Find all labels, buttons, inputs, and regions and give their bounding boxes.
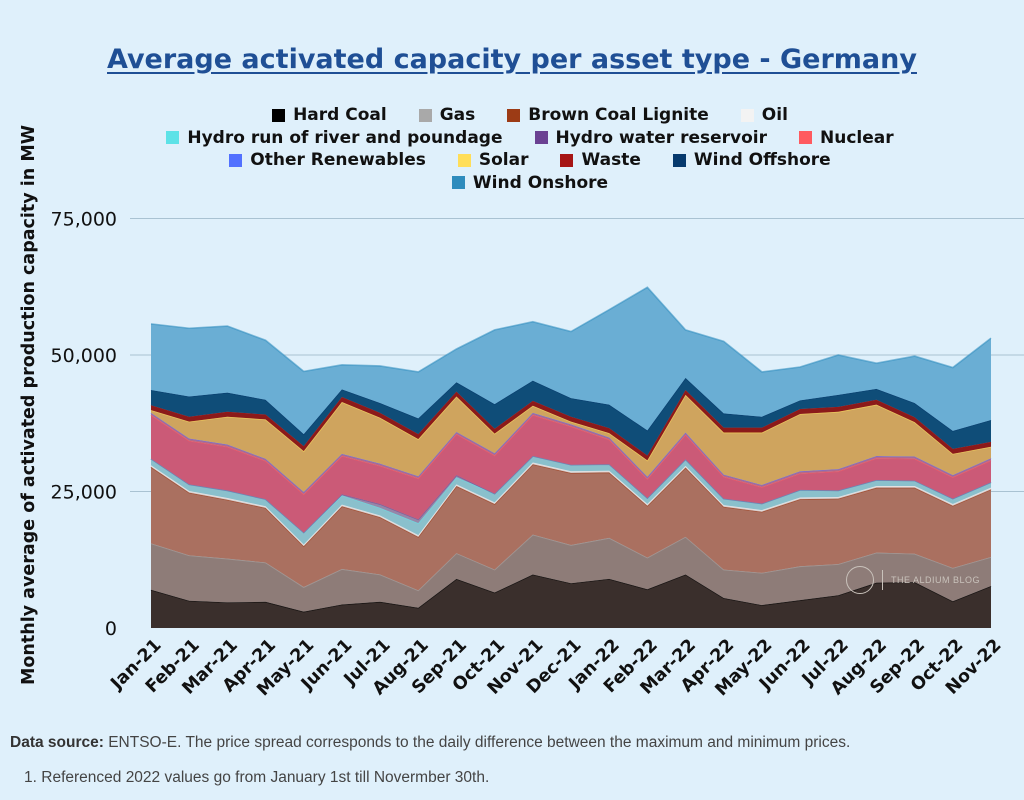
legend-swatch	[457, 153, 471, 167]
legend: Hard Coal Gas Brown Coal Lignite Oil Hydro r…	[120, 104, 940, 194]
legend-item-brown-coal-lignite: Brown Coal Lignite	[507, 105, 709, 125]
y-axis-label: Monthly average of activated production …	[19, 125, 39, 685]
area-wind-onshore	[151, 287, 991, 435]
legend-row: Hard Coal Gas Brown Coal Lignite Oil	[120, 104, 940, 127]
legend-label: Brown Coal Lignite	[528, 105, 709, 126]
legend-item-wind-offshore: Wind Offshore	[672, 150, 831, 171]
legend-item-hydro-run-of-river-and-poundage: Hydro run of river and poundage	[166, 127, 503, 148]
legend-swatch	[799, 131, 813, 145]
legend-item-waste: Waste	[560, 150, 641, 171]
legend-label: Hydro water reservoir	[555, 127, 768, 148]
y-axis-ticks: 0 25,000 50,000 75,000	[51, 209, 117, 641]
legend-label: Wind Offshore	[693, 150, 831, 171]
y-tick-label: 25,000	[51, 482, 117, 504]
legend-row: Other Renewables Solar Waste Wind Offshore	[120, 149, 940, 172]
legend-label: Other Renewables	[250, 150, 426, 171]
legend-row: Wind Onshore	[120, 172, 940, 195]
legend-item-gas: Gas	[418, 105, 476, 126]
area-solar	[151, 394, 991, 493]
data-source-text: ENTSO-E. The price spread corresponds to…	[103, 734, 851, 751]
y-tick-label: 0	[105, 618, 117, 640]
legend-label: Hard Coal	[293, 105, 387, 126]
area-gas	[151, 534, 991, 612]
area-nuclear	[151, 415, 991, 533]
area-waste	[151, 389, 991, 461]
legend-label: Nuclear	[820, 127, 894, 148]
legend-item-wind-onshore: Wind Onshore	[451, 172, 609, 193]
legend-item-oil: Oil	[740, 105, 788, 126]
footnote-number: 1.	[24, 769, 37, 786]
legend-swatch	[534, 131, 548, 145]
area-wind-offshore	[151, 377, 991, 456]
data-source-note: Data source: ENTSO-E. The price spread c…	[10, 734, 850, 752]
legend-swatch	[740, 108, 754, 122]
data-source-label: Data source:	[10, 734, 104, 751]
bulb-logo-icon	[846, 566, 874, 594]
legend-label: Waste	[581, 150, 641, 171]
area-hard-coal	[151, 574, 991, 628]
watermark-text: THE ALDIUM BLOG	[891, 575, 981, 585]
legend-swatch	[507, 108, 521, 122]
legend-label: Gas	[439, 105, 476, 126]
x-axis-ticks: Jan-21Feb-21Mar-21Apr-21May-21Jun-21Jul-…	[107, 635, 1006, 700]
legend-swatch	[560, 153, 574, 167]
watermark-divider	[882, 570, 883, 590]
legend-swatch	[451, 176, 465, 190]
y-tick-label: 75,000	[51, 209, 117, 231]
footnote-text: Referenced 2022 values go from January 1…	[41, 769, 490, 786]
chart-title: Average activated capacity per asset typ…	[107, 44, 917, 75]
legend-label: Hydro run of river and poundage	[187, 127, 503, 148]
legend-label: Solar	[478, 150, 529, 171]
area-brown-coal-lignite	[151, 464, 991, 591]
legend-swatch	[166, 131, 180, 145]
legend-row: Hydro run of river and poundage Hydro wat…	[120, 127, 940, 150]
legend-item-solar: Solar	[457, 150, 529, 171]
legend-item-other-renewables: Other Renewables	[229, 150, 426, 170]
legend-item-hard-coal: Hard Coal	[272, 105, 387, 125]
footnote: 1. Referenced 2022 values go from Januar…	[24, 769, 489, 787]
legend-swatch	[272, 108, 286, 122]
watermark: THE ALDIUM BLOG	[846, 566, 980, 594]
legend-item-hydro-water-reservoir: Hydro water reservoir	[534, 127, 768, 148]
stacked-areas	[150, 286, 992, 628]
legend-label: Wind Onshore	[472, 172, 609, 193]
legend-item-nuclear: Nuclear	[799, 128, 894, 148]
legend-swatch	[672, 153, 686, 167]
y-tick-label: 50,000	[51, 345, 117, 367]
area-edge-wind-onshore	[150, 286, 992, 373]
legend-label: Oil	[761, 105, 788, 126]
legend-swatch	[229, 153, 243, 167]
legend-swatch	[418, 108, 432, 122]
